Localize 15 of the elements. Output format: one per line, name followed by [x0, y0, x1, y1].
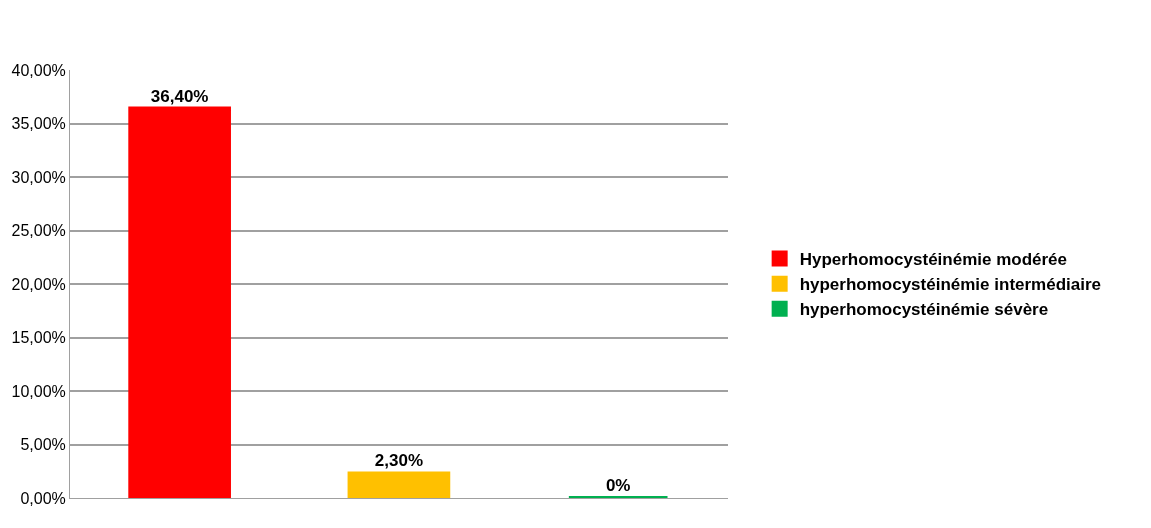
y-tick-label: 0,00% [20, 489, 66, 507]
y-tick-label: 40,00% [11, 61, 66, 79]
y-tick-label: 5,00% [20, 436, 66, 454]
data-label: 0% [605, 476, 631, 495]
legend-label: hyperhomocystéinémie sévère [799, 300, 1049, 320]
data-label: 36,40% [150, 86, 209, 106]
y-tick-label: 20,00% [11, 275, 66, 293]
legend-label: hyperhomocystéinémie intermédiaire [799, 275, 1102, 295]
y-tick-label: 30,00% [11, 168, 66, 186]
legend-label: Hyperhomocystéinémie modérée [799, 250, 1068, 270]
data-label: 2,30% [374, 451, 424, 471]
y-tick-label: 10,00% [11, 382, 66, 400]
y-tick-label: 25,00% [11, 222, 66, 240]
y-tick-label: 35,00% [11, 115, 66, 133]
y-tick-label: 15,00% [11, 329, 66, 347]
